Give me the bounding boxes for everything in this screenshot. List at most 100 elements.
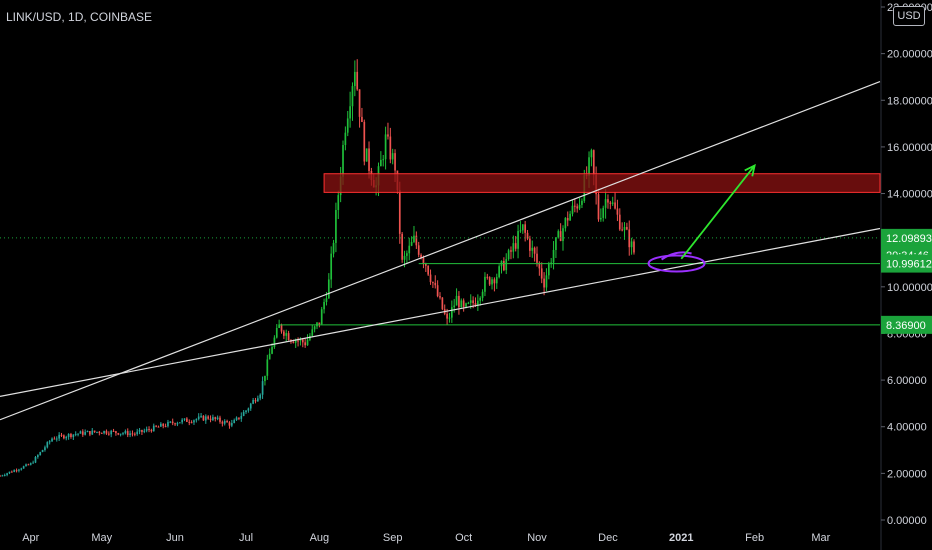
candle-body — [112, 430, 115, 432]
candle-body — [519, 230, 522, 232]
candle-body — [96, 431, 98, 433]
candle-body — [221, 421, 224, 424]
level-price-label: 10.99612 — [886, 259, 932, 271]
candle-body — [79, 431, 82, 434]
candle-body — [110, 430, 113, 435]
resistance-zone[interactable] — [323, 173, 881, 193]
candle-body — [148, 429, 150, 431]
candle-body — [65, 436, 68, 439]
highlight-ellipse[interactable] — [647, 254, 706, 273]
highlight-ellipse-loop — [661, 251, 692, 261]
candle-body — [479, 297, 482, 301]
time-axis[interactable]: Apr May Jun Jul Aug Sep Oct Nov Dec 2021 Feb Mar — [22, 532, 830, 544]
candle-body — [285, 333, 288, 336]
candle-body — [145, 429, 148, 431]
projection-arrow[interactable] — [680, 165, 756, 260]
candle-body — [621, 229, 624, 231]
candle-body — [77, 433, 79, 435]
candle-body — [547, 264, 550, 276]
candle-body — [337, 195, 340, 210]
candle-body — [219, 417, 221, 422]
candle-body — [476, 300, 479, 306]
candle-body — [422, 258, 425, 264]
candle-body — [552, 249, 555, 263]
candle-body — [233, 420, 236, 424]
candle-body — [320, 309, 323, 325]
candle-body — [332, 242, 335, 254]
candle-body — [486, 276, 489, 278]
time-tick-label: Mar — [811, 532, 830, 544]
candle-body — [202, 415, 205, 421]
candle-body — [273, 337, 276, 347]
candle-body — [633, 241, 635, 253]
candle-body — [346, 118, 349, 133]
candle-body — [588, 157, 590, 176]
price-tick-label: 2.00000 — [887, 468, 927, 480]
candle-body — [228, 422, 231, 426]
candle-body — [394, 153, 396, 171]
candle-body — [209, 418, 212, 421]
candle-body — [602, 207, 605, 218]
candle-body — [618, 214, 621, 230]
candle-body — [626, 227, 628, 230]
candle-body — [6, 473, 8, 475]
price-axis[interactable]: 0.000002.000004.000006.000008.0000010.00… — [880, 0, 932, 550]
candle-body — [559, 231, 562, 241]
time-tick-label: 2021 — [669, 532, 693, 544]
candle-body — [275, 327, 278, 338]
trendline[interactable] — [0, 227, 881, 398]
candle-body — [81, 431, 84, 435]
candle-body — [410, 241, 413, 246]
candle-body — [223, 420, 226, 424]
candle-body — [406, 253, 408, 256]
candle-body — [271, 346, 273, 354]
candle-body — [84, 432, 87, 435]
candle-body — [335, 209, 337, 243]
candle-body — [141, 429, 143, 432]
candle-body — [503, 261, 505, 271]
candle-body — [460, 300, 463, 308]
candle-body — [3, 474, 6, 476]
candle-body — [611, 202, 614, 204]
time-tick-label: Sep — [383, 532, 403, 544]
time-tick-label: Dec — [598, 532, 618, 544]
candle-body — [408, 245, 411, 254]
time-tick-label: Aug — [310, 532, 330, 544]
candle-body — [44, 447, 46, 450]
trendline[interactable] — [0, 81, 881, 421]
candle-body — [540, 268, 543, 279]
candle-body — [465, 303, 467, 307]
candle-body — [398, 190, 401, 234]
candle-body — [292, 341, 295, 343]
candle-body — [545, 275, 548, 288]
candle-body — [242, 412, 245, 416]
level-price-label: 8.36900 — [886, 320, 926, 332]
candle-body — [467, 302, 470, 304]
candle-body — [521, 224, 524, 231]
candle-body — [600, 217, 602, 220]
price-tick-label: 16.00000 — [887, 142, 932, 154]
candle-body — [256, 398, 259, 402]
candle-body — [29, 463, 32, 465]
candle-body — [136, 431, 139, 435]
candle-body — [614, 202, 616, 209]
candle-body — [387, 134, 389, 137]
candle-body — [36, 455, 39, 458]
candle-body — [197, 416, 200, 420]
candle-body — [623, 227, 626, 231]
symbol-title: LINK/USD, 1D, COINBASE — [6, 10, 153, 24]
candle-body — [186, 418, 188, 422]
candle-body — [417, 245, 420, 255]
candle-body — [358, 89, 361, 117]
price-tick-label: 10.00000 — [887, 282, 932, 294]
candle-body — [249, 403, 252, 409]
candle-body — [129, 433, 131, 436]
candle-body — [448, 317, 451, 319]
candle-body — [313, 326, 316, 330]
currency-button[interactable]: USD — [893, 6, 925, 26]
price-tick-label: 6.00000 — [887, 375, 927, 387]
candle-body — [190, 422, 193, 424]
candle-body — [401, 233, 404, 260]
candle-body — [462, 300, 465, 307]
